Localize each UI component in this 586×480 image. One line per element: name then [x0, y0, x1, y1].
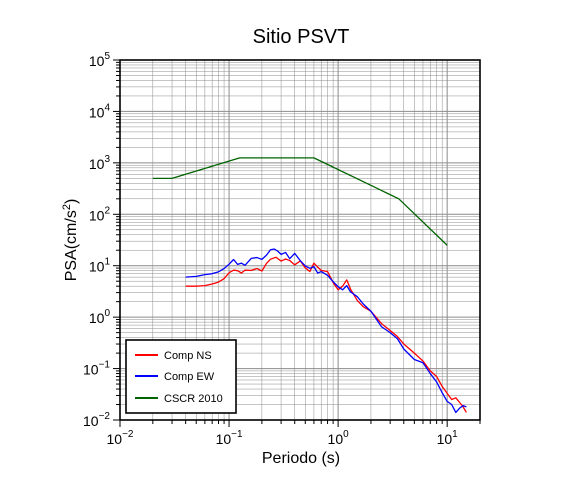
y-axis-label-close: ): [63, 199, 80, 204]
series-line-cscr-2010: [152, 157, 448, 246]
x-tick-label: 10−2: [107, 429, 134, 447]
labels-layer: 10−2 10−1 100 101 10−2 10−1 100 101 102 103 104 105: [83, 51, 458, 447]
y-axis-label-superscript: 2: [61, 204, 73, 210]
y-axis-label-main: PSA(cm/s: [63, 210, 80, 281]
legend-label-cscr: CSCR 2010: [164, 393, 223, 405]
x-tick-label: 101: [437, 429, 459, 447]
y-tick-label: 10−1: [83, 360, 110, 378]
chart-title: Sitio PSVT: [253, 26, 350, 48]
legend-label-ew: Comp EW: [164, 371, 215, 383]
y-axis-label: PSA(cm/s2): [61, 199, 80, 282]
x-tick-label: 10−1: [216, 429, 243, 447]
y-tick-label: 104: [89, 102, 111, 120]
series-line-comp-ns: [185, 256, 467, 413]
grid-layer: [119, 59, 481, 421]
x-axis-label: Periodo (s): [262, 450, 340, 467]
y-tick-label: 10−2: [83, 411, 110, 429]
y-tick-label: 100: [89, 308, 111, 326]
series-layer: [152, 157, 467, 414]
y-tick-label: 101: [89, 257, 111, 275]
x-tick-label: 100: [328, 429, 350, 447]
ticks-layer: [113, 59, 481, 427]
plot-frame: [119, 59, 481, 421]
y-tick-label: 105: [89, 51, 111, 69]
series-line-comp-ew: [185, 248, 467, 414]
legend-label-ns: Comp NS: [164, 350, 212, 362]
y-tick-label: 102: [89, 205, 111, 223]
y-tick-label: 103: [89, 154, 111, 172]
legend: Comp NS Comp EW CSCR 2010: [125, 339, 237, 414]
